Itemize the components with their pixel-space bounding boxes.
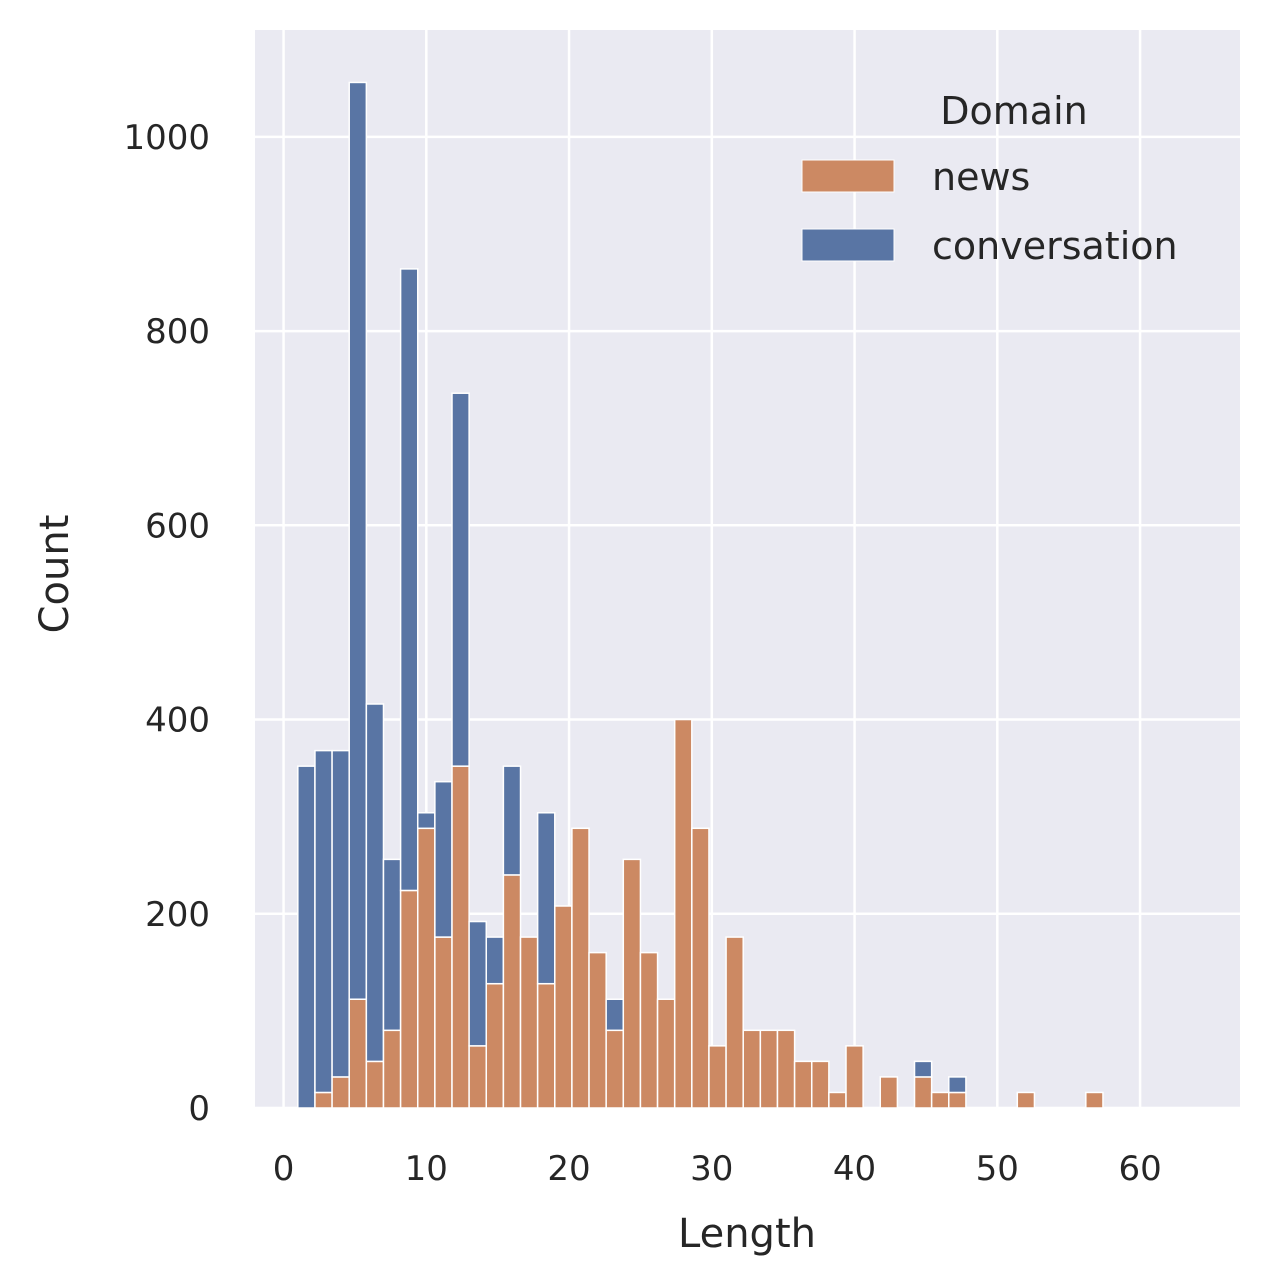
bar-news [759,1029,779,1109]
bar-news [725,936,744,1109]
bar-news [382,1029,402,1109]
y-axis-title: Count [32,515,78,634]
bar-conversation [536,812,556,985]
legend-swatch-conversation [801,228,895,262]
bar-news [502,874,522,1109]
bar-conversation [399,268,419,892]
bar-news [828,1091,847,1109]
x-tick-label: 0 [273,1149,295,1189]
bar-conversation [314,749,333,1094]
legend-swatch-news [801,159,895,193]
bar-news [673,718,693,1109]
bar-news [708,1045,727,1109]
bar-news [879,1076,899,1109]
bar-news [1016,1091,1036,1109]
bar-conversation [331,749,350,1078]
bar-news [656,998,676,1109]
y-tick-labels: 0 200 400 600 800 1000 [123,118,210,1129]
y-tick-label: 0 [188,1089,210,1129]
bar-news [554,905,573,1109]
bar-news [588,951,607,1109]
legend-label-news: news [932,155,1030,199]
bar-news [691,827,710,1109]
bar-news [622,858,642,1109]
bar-conversation [468,920,488,1047]
y-tick-label: 600 [145,506,210,546]
bar-news [365,1060,385,1109]
bar-news [485,982,505,1109]
bar-news [793,1060,813,1109]
x-tick-label: 60 [1118,1149,1161,1189]
bar-conversation [416,812,436,830]
bar-conversation [348,81,368,1000]
bar-conversation [485,936,505,985]
bar-conversation [948,1076,967,1094]
bars [297,81,1104,1109]
x-tick-label: 30 [690,1149,733,1189]
bar-news [776,1029,796,1109]
x-tick-labels: 0 10 20 30 40 50 60 [273,1149,1162,1189]
legend: Domain news conversation [801,89,1178,268]
bar-news [1085,1091,1104,1109]
x-tick-label: 50 [976,1149,1019,1189]
bar-conversation [913,1060,933,1078]
x-axis-title: Length [678,1211,816,1257]
bar-news [845,1045,864,1109]
x-tick-label: 20 [547,1149,590,1189]
bar-news [948,1091,967,1109]
bar-news [468,1045,488,1109]
y-tick-label: 800 [145,312,210,352]
bar-news [399,889,419,1109]
y-tick-label: 400 [145,701,210,741]
bar-news [810,1060,830,1109]
x-tick-label: 10 [405,1149,448,1189]
bar-conversation [365,703,385,1063]
bar-news [742,1029,762,1109]
bar-news [930,1091,950,1109]
bar-news [571,827,590,1109]
bar-conversation [297,765,316,1109]
bar-news [416,827,436,1109]
bar-news [434,936,453,1109]
bar-news [314,1091,333,1109]
bar-news [519,936,539,1109]
bar-news [605,1029,625,1109]
bar-conversation [502,765,522,876]
legend-label-conversation: conversation [932,224,1178,268]
bar-news [331,1076,350,1109]
bar-conversation [451,392,470,767]
y-tick-label: 200 [145,895,210,935]
bar-news [536,982,556,1109]
bar-news [913,1076,933,1109]
bar-news [451,765,470,1109]
y-tick-label: 1000 [123,118,210,158]
bar-conversation [382,858,402,1032]
bar-news [639,951,659,1109]
x-tick-label: 40 [833,1149,876,1189]
legend-title: Domain [940,89,1087,133]
bar-conversation [605,998,625,1032]
bar-conversation [434,780,453,938]
bar-news [348,998,368,1109]
